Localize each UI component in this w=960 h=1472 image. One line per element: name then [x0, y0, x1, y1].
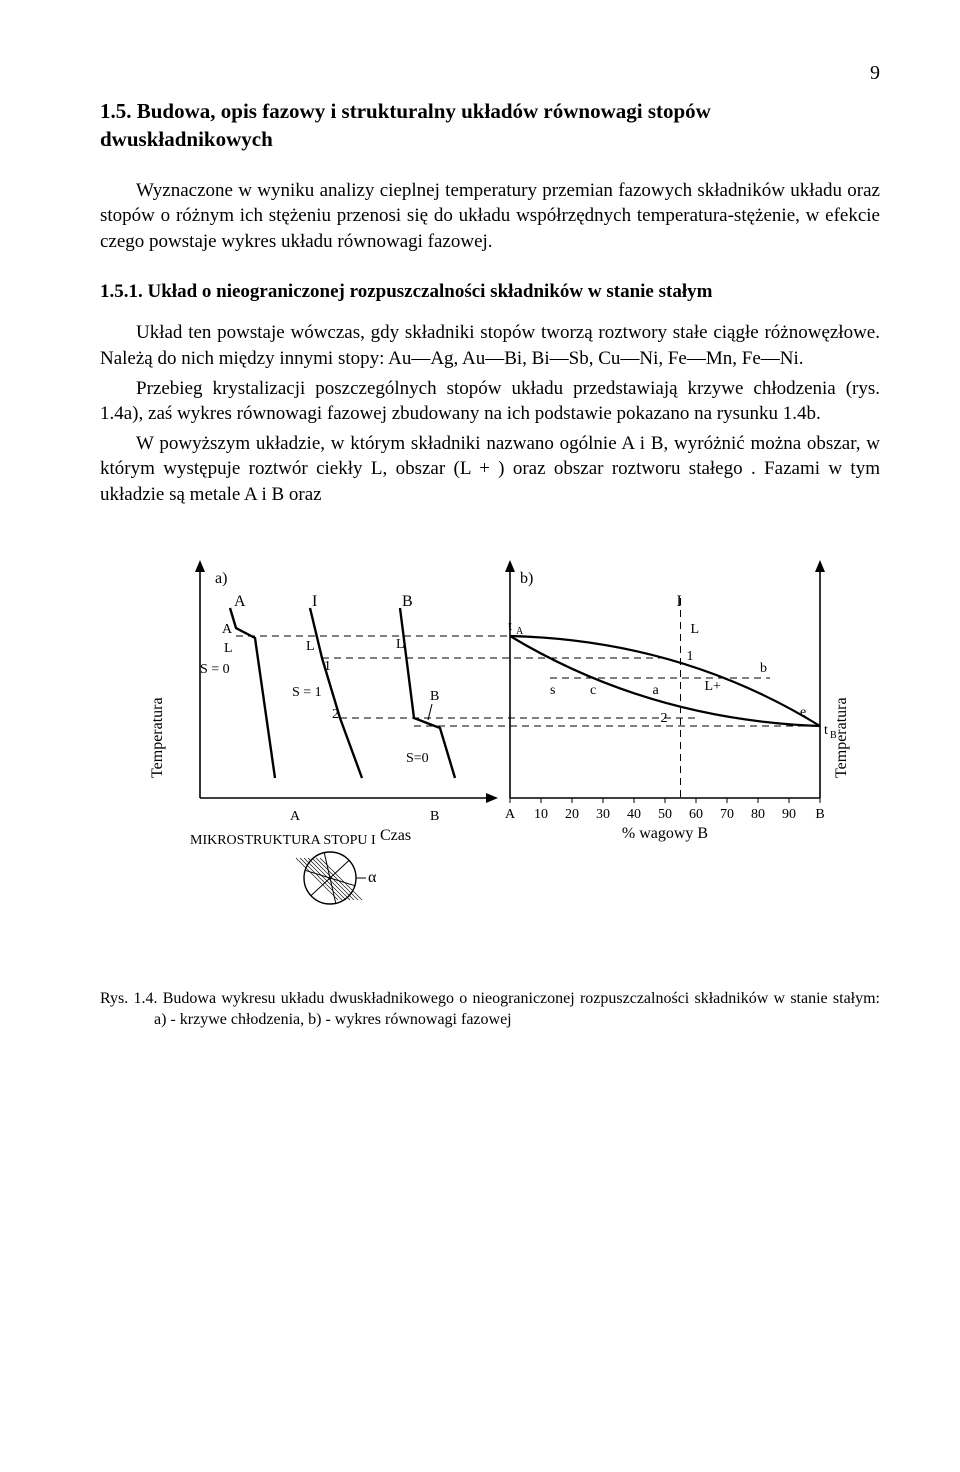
svg-text:A: A	[234, 593, 246, 610]
subsection-title-text: Układ o nieograniczonej rozpuszczalności…	[148, 281, 713, 302]
svg-text:A: A	[505, 807, 516, 822]
svg-text:2: 2	[661, 711, 668, 726]
svg-text:S = 0: S = 0	[200, 662, 230, 677]
svg-text:60: 60	[689, 807, 703, 822]
svg-text:e: e	[800, 705, 806, 720]
svg-text:c: c	[590, 683, 596, 698]
svg-text:50: 50	[658, 807, 672, 822]
svg-text:S=0: S=0	[406, 751, 429, 766]
svg-text:10: 10	[534, 807, 548, 822]
svg-text:1: 1	[324, 659, 331, 674]
svg-text:70: 70	[720, 807, 734, 822]
svg-text:Czas: Czas	[380, 827, 411, 844]
svg-text:L: L	[224, 641, 233, 656]
svg-text:L: L	[396, 637, 405, 652]
svg-text:B: B	[830, 730, 837, 741]
figure-svg: a)TemperaturaAALS = 0IL1S = 12BLBS=0ABCz…	[130, 548, 850, 948]
svg-text:Temperatura: Temperatura	[149, 697, 166, 778]
paragraph-1: Wyznaczone w wyniku analizy cieplnej tem…	[100, 178, 880, 255]
svg-text:20: 20	[565, 807, 579, 822]
svg-text:L: L	[691, 622, 700, 637]
svg-text:b): b)	[520, 570, 533, 587]
paragraph-3: Przebieg krystalizacji poszczególnych st…	[100, 376, 880, 427]
svg-text:L: L	[306, 639, 315, 654]
svg-text:MIKROSTRUKTURA STOPU I: MIKROSTRUKTURA STOPU I	[190, 833, 376, 848]
svg-text:I: I	[677, 593, 682, 610]
figure-1-4: a)TemperaturaAALS = 0IL1S = 12BLBS=0ABCz…	[100, 548, 880, 948]
subsection-number: 1.5.1.	[100, 281, 143, 302]
svg-text:a): a)	[215, 570, 227, 587]
svg-text:L+: L+	[705, 679, 722, 694]
svg-text:a: a	[653, 683, 660, 698]
svg-text:40: 40	[627, 807, 641, 822]
svg-text:B: B	[402, 593, 413, 610]
section-number: 1.5.	[100, 99, 132, 123]
svg-text:% wagowy B: % wagowy B	[622, 825, 708, 842]
paragraph-2: Układ ten powstaje wówczas, gdy składnik…	[100, 320, 880, 371]
svg-text:A: A	[290, 809, 301, 824]
section-title-text: Budowa, opis fazowy i strukturalny układ…	[100, 99, 711, 151]
page-number: 9	[100, 60, 880, 87]
subsection-title: 1.5.1. Układ o nieograniczonej rozpuszcz…	[100, 279, 880, 305]
svg-text:S = 1: S = 1	[292, 685, 322, 700]
svg-text:t: t	[508, 619, 512, 634]
section-title: 1.5. Budowa, opis fazowy i strukturalny …	[100, 97, 880, 154]
svg-text:A: A	[516, 626, 524, 637]
figure-caption: Rys. 1.4. Budowa wykresu układu dwuskład…	[100, 988, 880, 1031]
svg-text:80: 80	[751, 807, 765, 822]
svg-text:30: 30	[596, 807, 610, 822]
svg-text:s: s	[550, 683, 555, 698]
svg-text:90: 90	[782, 807, 796, 822]
svg-text:t: t	[824, 723, 828, 738]
svg-text:b: b	[760, 661, 767, 676]
svg-text:B: B	[430, 689, 439, 704]
paragraph-4: W powyższym układzie, w którym składniki…	[100, 431, 880, 508]
svg-text:α: α	[368, 869, 377, 886]
svg-text:1: 1	[687, 649, 694, 664]
svg-text:B: B	[815, 807, 824, 822]
svg-text:I: I	[312, 593, 317, 610]
svg-text:B: B	[430, 809, 439, 824]
svg-text:2: 2	[332, 707, 339, 722]
svg-text:A: A	[222, 622, 233, 637]
